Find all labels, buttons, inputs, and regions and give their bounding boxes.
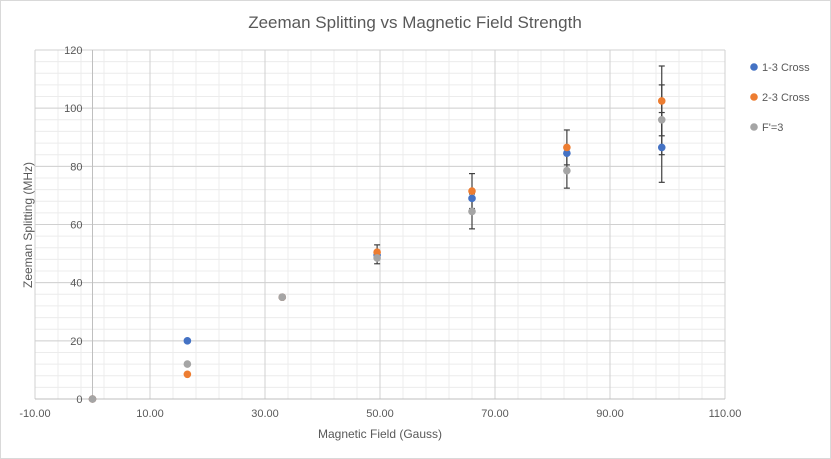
legend-label: 1-3 Cross xyxy=(762,62,810,74)
y-tick-label: 0 xyxy=(76,394,82,406)
y-tick-label: 20 xyxy=(70,336,82,348)
tick-labels: -10.00 10.00 30.00 50.00 70.00 90.00 110.00 0 20… xyxy=(19,45,741,420)
point-1-3-cross xyxy=(183,337,192,345)
point-2-3-cross xyxy=(468,187,476,195)
point-f-3 xyxy=(563,166,571,175)
y-tick-label: 100 xyxy=(64,103,82,115)
y-tick-label: 60 xyxy=(70,220,82,232)
x-tick-label: 30.00 xyxy=(251,408,279,420)
x-axis-title: Magnetic Field (Gauss) xyxy=(318,427,442,441)
y-tick-label: 40 xyxy=(70,278,82,290)
point-f-3 xyxy=(88,395,97,403)
x-tick-label: 50.00 xyxy=(366,408,394,420)
major-gridlines xyxy=(34,49,726,400)
x-tick-label: 110.00 xyxy=(709,408,742,420)
legend-marker xyxy=(750,93,758,101)
x-tick-label: 70.00 xyxy=(481,408,509,420)
point-f-3 xyxy=(183,360,192,368)
legend: 1-3 Cross 2-3 Cross F'=3 xyxy=(750,62,810,134)
point-1-3-cross xyxy=(468,194,476,203)
point-f-3 xyxy=(468,207,476,216)
point-2-3-cross xyxy=(657,97,666,105)
y-tick-label: 120 xyxy=(64,45,82,57)
point-f-3 xyxy=(373,254,381,262)
x-tick-label: 10.00 xyxy=(136,408,164,420)
point-2-3-cross xyxy=(183,370,192,379)
y-tick-label: 80 xyxy=(70,161,82,173)
legend-label: 2-3 Cross xyxy=(762,92,810,104)
point-1-3-cross xyxy=(657,143,666,152)
legend-marker xyxy=(750,63,758,71)
legend-marker xyxy=(750,123,758,131)
point-1-3-cross xyxy=(563,149,571,158)
point-f-3 xyxy=(278,293,287,302)
legend-label: F'=3 xyxy=(762,122,783,134)
point-f-3 xyxy=(657,116,666,124)
x-tick-label: 90.00 xyxy=(596,408,624,420)
chart-title: Zeeman Splitting vs Magnetic Field Stren… xyxy=(248,13,582,32)
x-tick-label: -10.00 xyxy=(19,408,50,420)
data-points xyxy=(88,97,666,403)
axes xyxy=(35,50,725,400)
y-axis-title: Zeeman Splitting (MHz) xyxy=(21,162,35,288)
point-2-3-cross xyxy=(373,248,381,256)
point-2-3-cross xyxy=(563,143,571,152)
error-bars xyxy=(374,65,665,265)
